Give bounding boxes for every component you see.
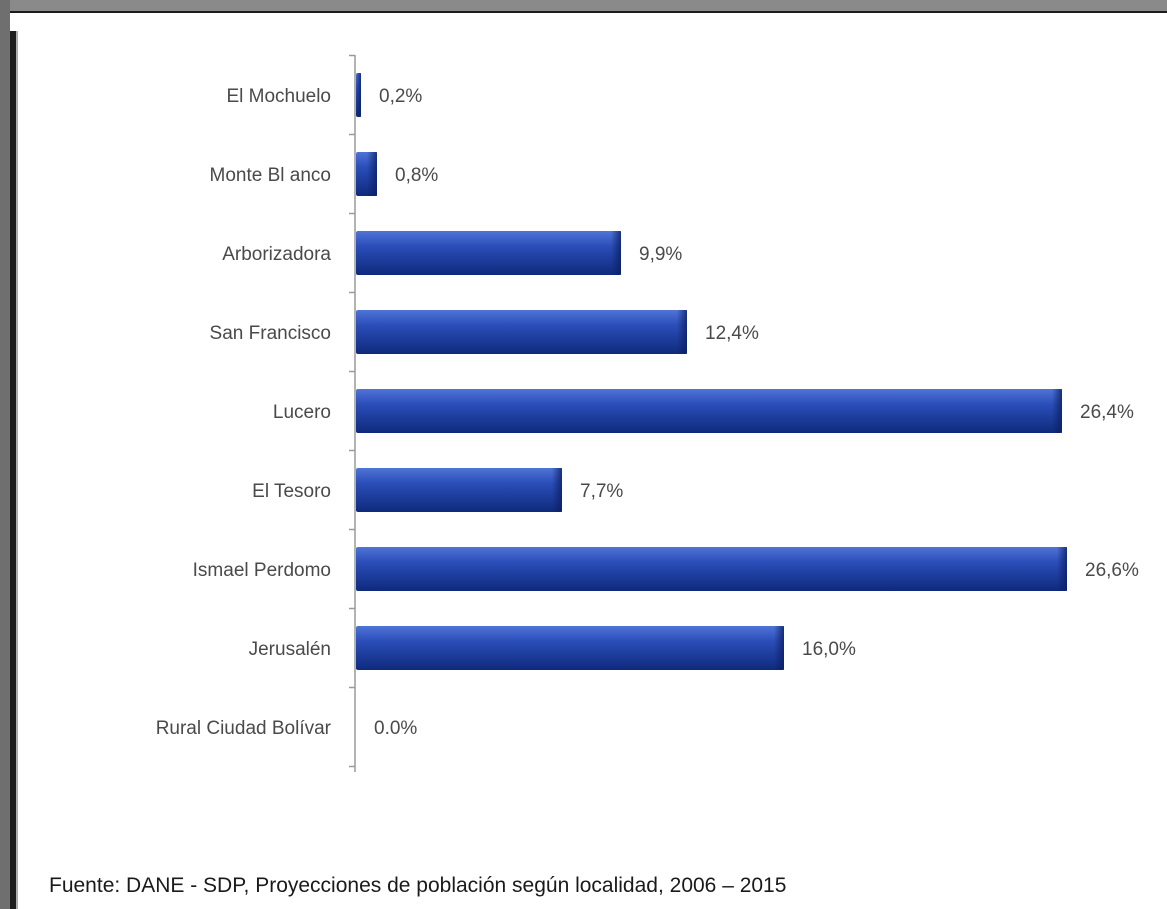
frame-top-border — [0, 0, 1167, 11]
value-label: 16,0% — [802, 639, 856, 660]
value-label: 9,9% — [639, 244, 682, 265]
value-label: 7,7% — [580, 481, 623, 502]
bar — [356, 626, 784, 670]
value-label: 0,2% — [379, 86, 422, 107]
bar — [356, 389, 1062, 433]
bar — [356, 73, 361, 117]
bar-body — [356, 547, 1067, 591]
bar — [356, 152, 377, 196]
frame-inner-edge — [16, 31, 18, 909]
bar-end-shade — [611, 231, 621, 275]
bars-layer — [356, 73, 1067, 670]
bar-body — [356, 310, 687, 354]
bar — [356, 310, 687, 354]
category-label: Rural Ciudad Bolívar — [156, 718, 332, 739]
bar-end-shade — [774, 626, 784, 670]
bar-end-shade — [367, 152, 377, 196]
bar — [356, 231, 621, 275]
value-label: 0,8% — [395, 165, 438, 186]
category-label: Arborizadora — [222, 244, 331, 265]
category-label: Jerusalén — [249, 639, 331, 660]
labels-layer: El Mochuelo 0,2% Monte Bl anco 0,8% Arboriza… — [156, 86, 1139, 739]
frame-inner-left-border — [10, 31, 16, 909]
category-label: Monte Bl anco — [210, 165, 331, 186]
bar-body — [356, 231, 621, 275]
source-note: Fuente: DANE - SDP, Proyecciones de pobl… — [49, 874, 787, 897]
bar-body — [356, 468, 562, 512]
category-label: Ismael Perdomo — [193, 560, 331, 581]
bar-end-shade — [1052, 389, 1062, 433]
bar-body — [356, 626, 784, 670]
frame-inner-top-border — [10, 11, 1167, 31]
value-label: 12,4% — [705, 323, 759, 344]
value-label: 26,4% — [1080, 402, 1134, 423]
value-label: 0.0% — [374, 718, 417, 739]
category-label: El Tesoro — [252, 481, 331, 502]
axis-layer — [349, 54, 356, 772]
bar — [356, 547, 1067, 591]
category-label: Lucero — [273, 402, 331, 423]
value-label: 26,6% — [1085, 560, 1139, 581]
bar-end-shade — [552, 468, 562, 512]
bar-body — [356, 389, 1062, 433]
category-label: El Mochuelo — [226, 86, 331, 107]
bar — [356, 468, 562, 512]
frame-left-border — [0, 0, 10, 909]
bar-end-shade — [1057, 547, 1067, 591]
bar-end-shade — [677, 310, 687, 354]
bar-end-shade — [356, 73, 361, 117]
category-label: San Francisco — [210, 323, 331, 344]
